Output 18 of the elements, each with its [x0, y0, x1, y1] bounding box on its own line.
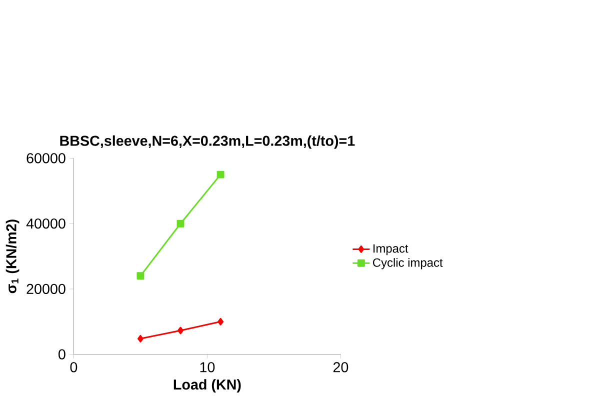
point [178, 326, 184, 334]
point [176, 220, 184, 228]
y-tick-label: 60000 [26, 153, 66, 164]
y-axis-title: σ$_{1}$ (KN/m2) [6, 220, 20, 294]
x-tick-label: 0 [70, 362, 78, 372]
legend-label: Impact [374, 244, 408, 256]
y-tick-label: 40000 [26, 218, 66, 229]
x-tick-label: 20 [333, 362, 348, 372]
y-tick-label: 20000 [26, 284, 66, 294]
point [137, 334, 144, 342]
point [216, 170, 224, 178]
x-axis-title: Load (KN) [174, 379, 241, 392]
point [218, 318, 224, 326]
x-tick-label: 10 [200, 362, 215, 372]
chart-title: BBSC,sleeve,N=6,X=0.23m,L=0.23m,(t/to)=1 [60, 135, 355, 149]
legend-label: Cyclic impact [373, 258, 443, 270]
y-tick-label: 0 [58, 349, 66, 360]
point [136, 272, 144, 280]
